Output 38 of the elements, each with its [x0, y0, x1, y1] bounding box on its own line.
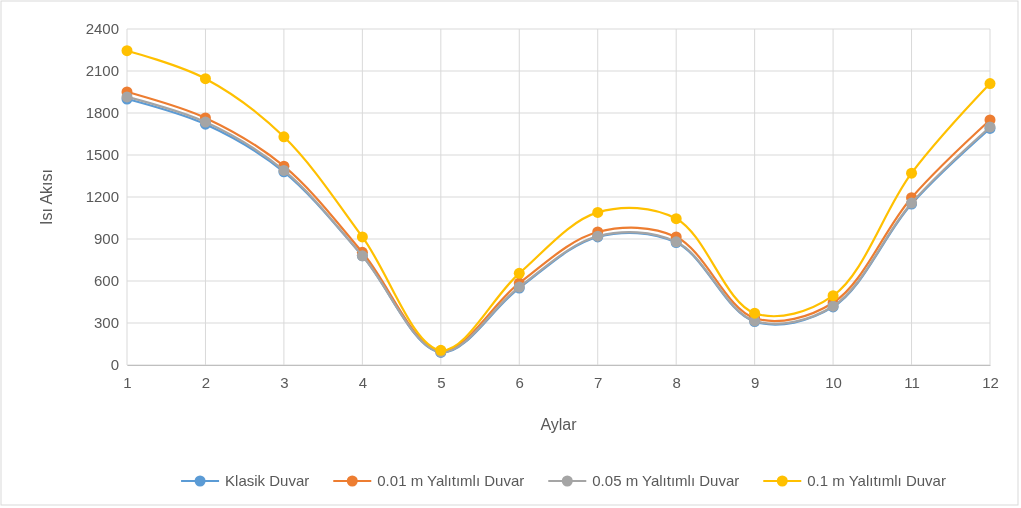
y-tick-label: 1500 [85, 146, 119, 164]
y-tick-label: 1200 [85, 188, 119, 206]
x-tick-label: 8 [672, 373, 681, 391]
legend-label: Klasik Duvar [225, 472, 310, 489]
y-tick-label: 0 [110, 356, 119, 374]
point [827, 290, 839, 302]
point [356, 231, 368, 243]
x-axis-title: Aylar [540, 416, 578, 433]
x-tick-label: 9 [750, 373, 760, 391]
y-tick-label: 2400 [85, 20, 119, 38]
legend-label: 0.1 m Yalıtımlı Duvar [807, 472, 946, 489]
point [513, 267, 525, 279]
y-tick-label: 1800 [85, 104, 119, 122]
y-axis-title: Isı Akısı [38, 168, 55, 226]
x-tick-label: 12 [982, 373, 999, 391]
x-tick-label: 6 [515, 373, 524, 391]
x-tick-label: 10 [825, 373, 842, 391]
x-tick-label: 1 [123, 373, 132, 391]
x-tick-label: 3 [280, 373, 289, 391]
x-tick-label: 4 [358, 373, 368, 391]
point [670, 213, 682, 225]
y-tick-label: 300 [93, 314, 119, 332]
point [984, 78, 996, 90]
point [121, 45, 133, 57]
point [749, 307, 761, 319]
x-tick-label: 2 [201, 373, 211, 391]
legend-label: 0.01 m Yalıtımlı Duvar [377, 472, 525, 489]
x-tick-label: 11 [904, 373, 920, 391]
legend-label: 0.05 m Yalıtımlı Duvar [592, 472, 740, 489]
y-tick-label: 900 [93, 230, 119, 248]
point [278, 131, 290, 143]
point [199, 73, 211, 85]
y-tick-label: 600 [93, 272, 119, 290]
point [592, 206, 604, 218]
y-tick-label: 2100 [85, 62, 119, 80]
point [906, 167, 918, 179]
x-tick-label: 5 [437, 373, 446, 391]
x-tick-label: 7 [594, 373, 603, 391]
